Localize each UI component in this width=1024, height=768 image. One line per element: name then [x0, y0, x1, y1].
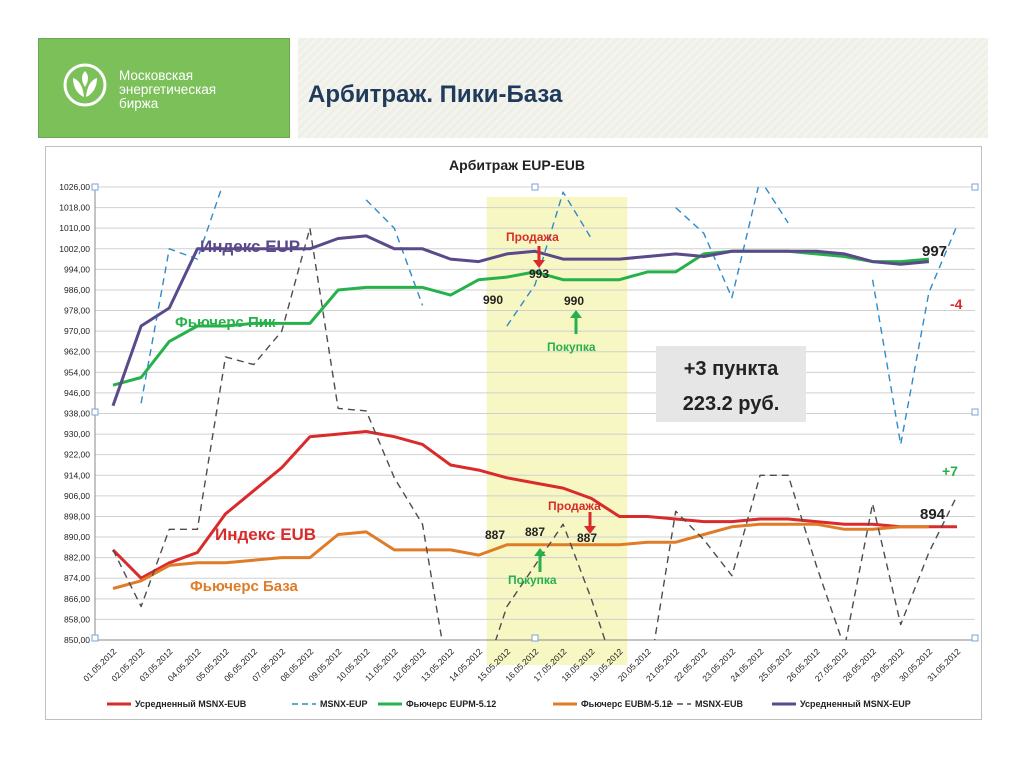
- chart-handle: [531, 183, 539, 191]
- annotation-v894: 894: [920, 506, 946, 523]
- chart-handle: [91, 408, 99, 416]
- annotation-index_eup: Индекс EUP: [200, 237, 300, 256]
- y-tick-label: 906,00: [64, 491, 90, 501]
- y-tick-label: 978,00: [64, 306, 90, 316]
- chart-handle: [971, 634, 979, 642]
- annotation-buy_top: Покупка: [547, 340, 596, 354]
- annotation-v993: 993: [529, 267, 549, 281]
- y-tick-label: 1010,00: [59, 223, 90, 233]
- series-line-3: [112, 522, 929, 590]
- y-tick-label: 850,00: [64, 635, 90, 645]
- series-line-1: [365, 199, 424, 306]
- y-tick-label: 914,00: [64, 470, 90, 480]
- buy-bottom-arrow-head: [534, 548, 546, 556]
- page-title: Арбитраж. Пики-База: [308, 81, 563, 108]
- legend-label-3: Фьючерс EUBM-5.12: [581, 699, 672, 709]
- legend-label-2: Фьючерс EUPM-5.12: [406, 699, 496, 709]
- logo-panel: Московская энергетическая биржа: [38, 38, 290, 138]
- legend-label-1: MSNX-EUP: [320, 699, 368, 709]
- y-tick-label: 1002,00: [59, 244, 90, 254]
- legend-label-4: MSNX-EUB: [695, 699, 744, 709]
- annotation-index_eub: Индекс EUB: [215, 525, 316, 544]
- y-tick-label: 1018,00: [59, 203, 90, 213]
- chart-handle: [531, 634, 539, 642]
- annotation-vplus7: +7: [942, 463, 958, 479]
- annotation-fut_base: Фьючерс База: [190, 578, 299, 595]
- y-tick-label: 954,00: [64, 367, 90, 377]
- leaf-logo-icon: [63, 63, 107, 107]
- series-line-1: [506, 191, 592, 327]
- y-tick-label: 882,00: [64, 553, 90, 563]
- y-tick-label: 866,00: [64, 594, 90, 604]
- annotation-v887b: 887: [525, 525, 545, 539]
- series-line-1: [140, 187, 223, 404]
- logo-line-1: Московская: [119, 68, 194, 83]
- y-tick-label: 922,00: [64, 450, 90, 460]
- y-tick-label: 874,00: [64, 573, 90, 583]
- y-tick-label: 970,00: [64, 326, 90, 336]
- annotation-v887c: 887: [577, 531, 597, 545]
- y-tick-label: 930,00: [64, 429, 90, 439]
- profit-points: +3 пункта: [684, 358, 779, 380]
- legend-label-5: Усредненный MSNX-EUP: [800, 699, 911, 709]
- annotation-buy_bottom: Покупка: [508, 573, 557, 587]
- annotation-sell_bottom: Продажа: [548, 499, 601, 513]
- annotation-v997: 997: [922, 243, 947, 260]
- chart-title: Арбитраж EUP-EUB: [449, 157, 585, 173]
- y-tick-label: 986,00: [64, 285, 90, 295]
- series-line-5: [111, 234, 930, 407]
- y-tick-label: 1026,00: [59, 182, 90, 192]
- title-banner: Арбитраж. Пики-База: [298, 38, 988, 138]
- series-line-0: [111, 430, 957, 580]
- logo-text: Московская энергетическая биржа: [119, 69, 216, 111]
- chart-handle: [91, 634, 99, 642]
- annotation-vminus4: -4: [950, 296, 963, 312]
- sell-top-arrow-head: [533, 260, 545, 268]
- chart-handle: [91, 183, 99, 191]
- annotation-v990a: 990: [483, 293, 503, 307]
- chart-handle: [971, 183, 979, 191]
- series-line-1: [871, 225, 958, 446]
- chart-handle: [971, 408, 979, 416]
- annotation-v990b: 990: [564, 294, 584, 308]
- y-tick-label: 946,00: [64, 388, 90, 398]
- profit-box: [656, 346, 806, 422]
- y-tick-label: 858,00: [64, 614, 90, 624]
- sell-bottom-arrow-head: [584, 526, 596, 534]
- buy-top-arrow-head: [570, 310, 582, 318]
- annotation-fut_peak: Фьючерс Пик: [175, 314, 276, 331]
- series-line-4: [112, 227, 958, 640]
- y-tick-label: 962,00: [64, 347, 90, 357]
- logo-line-2: энергетическая: [119, 82, 217, 97]
- y-tick-label: 898,00: [64, 511, 90, 521]
- y-tick-label: 994,00: [64, 264, 90, 274]
- profit-rub: 223.2 руб.: [683, 393, 780, 415]
- annotation-sell_top: Продажа: [506, 230, 559, 244]
- y-tick-label: 938,00: [64, 409, 90, 419]
- logo-line-3: биржа: [119, 96, 159, 111]
- annotation-v887a: 887: [485, 528, 505, 542]
- y-tick-label: 890,00: [64, 532, 90, 542]
- highlight-band: [486, 197, 628, 665]
- series-line-1: [675, 187, 789, 299]
- legend-label-0: Усредненный MSNX-EUB: [135, 699, 247, 709]
